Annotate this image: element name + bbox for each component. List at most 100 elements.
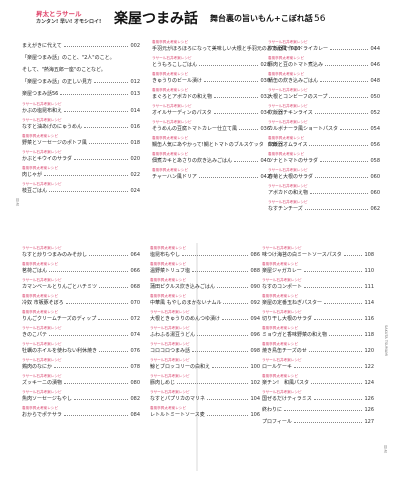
toc-entry[interactable]: 春風亭昇太考案レシピ ツナとトマトのサラダ 058 [268,152,380,168]
toc-entry-title: かぶとキウイのサラダ [22,156,73,162]
toc-entry[interactable]: ラサール石井考案レシピ 魚肉ソーセージもやし 082 [22,390,140,406]
toc-entry-page: 100 [250,364,260,370]
toc-entry-title: 温野菜トリュフ塩 [150,268,191,274]
toc-entry-title: 楽チン! 和風パスタ [262,380,310,386]
toc-entry[interactable]: 春風亭昇太考案レシピ 炊飯器オムライス 056 [268,136,380,152]
toc-entry[interactable]: ラサール石井考案レシピ 鯨とブロッコリーの白和え 100 [150,358,260,374]
toc-entry[interactable]: 春風亭昇太考案レシピ ミョウガと香味野菜の和え物 118 [262,326,374,342]
toc-leader [239,125,259,130]
toc-entry[interactable]: 「楽屋つまみ話」の正しい見方 012 [22,78,140,90]
toc-leader [284,406,363,411]
toc-entry[interactable]: 春風亭昇太考案レシピ 佃煮カキとあさりの炊き込みごはん 040 [152,152,270,168]
toc-entry[interactable]: ラサール石井考案レシピ オイルサーディンのパスタ 034 [152,104,270,120]
toc-entry-category: ラサール石井考案レシピ [22,358,62,362]
toc-entry-title: チャーハン風ドリア [152,174,197,180]
toc-entry[interactable]: 楽屋つまみ話56 013 [22,90,140,102]
toc-column-3: ラサール石井考案レシピ 炊飯器で作るドライカレー 044 春風亭昇太考案レシピ 豚肉と豆… [268,40,380,216]
toc-entry-category: ラサール石井考案レシピ [268,40,308,44]
toc-entry-page: 124 [364,380,374,386]
toc-entry[interactable]: ラサール石井考案レシピ ふわふる湯豆うどん 096 [150,326,260,342]
toc-entry[interactable]: 春風亭昇太考案レシピ りんごクリームチーズのディップ 072 [22,310,140,326]
toc-entry[interactable]: ラサール石井考案レシピ 豚肉しめじ 102 [150,374,260,390]
toc-entry[interactable]: 春風亭昇太考案レシピ 野菜とソーセージのポトフ風 018 [22,134,140,150]
toc-entry[interactable]: 春風亭昇太考案レシピ 蒲田ピクルス炊き込みごはん 090 [150,278,260,294]
toc-entry[interactable]: ラサール石井考案レシピ 切り干し大根のサラダ 116 [262,310,374,326]
toc-entry[interactable]: ラサール石井考案レシピ なすチンチーズ 062 [268,200,380,216]
toc-entry[interactable]: ラサール石井考案レシピ とうもろこしごはん 028 [152,56,270,72]
toc-entry-title: なすと油あげのにゅうめん [22,124,83,130]
toc-entry-category: ラサール石井考案レシピ [268,120,308,124]
toc-entry[interactable]: ラサール石井考案レシピ 大根ときゅうりのめんつゆ漬け 094 [150,310,260,326]
toc-entry[interactable]: ラサール石井考案レシピ 牡蠣のホイルを使わない利休焼き 076 [22,342,140,358]
toc-entry[interactable]: ラサール石井考案レシピ きのこパテ 074 [22,326,140,342]
toc-entry-title: 「楽屋つまみ話」のこと、"2人"のこと。 [22,55,115,61]
toc-entry[interactable]: ラサール石井考案レシピ 春菊と大根のサラダ 060 [268,168,380,184]
toc-entry[interactable]: ラサール石井考案レシピ かぶの塩昆布和え 014 [22,102,140,118]
toc-entry[interactable]: ラサール石井考案レシピ カルボナーラ風ショートパスタ 054 [268,120,380,136]
toc-entry[interactable]: プロフィール 127 [262,418,374,430]
toc-entry[interactable]: ラサール石井考案レシピ 炊飯器チキンライス 052 [268,104,380,120]
toc-entry[interactable]: ラサール石井考案レシピ 鶏肉のなにか 078 [22,358,140,374]
toc-entry[interactable]: ラサール石井考案レシピ そうめんの豆腐トマトカレー仕立て風 036 [152,120,270,136]
toc-entry[interactable]: 「楽屋つまみ話」のこと、"2人"のこと。 [22,54,140,66]
toc-entry[interactable]: 春風亭昇太考案レシピ おからでポテサラ 084 [22,406,140,422]
toc-entry[interactable]: ラサール石井考案レシピ なすのコンポート 111 [262,278,374,294]
toc-leader [311,379,363,384]
toc-entry[interactable]: 春風亭昇太考案レシピ まぐろとアボカドの和え物 032 [152,88,270,104]
toc-entry[interactable]: ラサール石井考案レシピ かぶとキウイのサラダ 020 [22,150,140,166]
toc-entry[interactable]: 春風亭昇太考案レシピ 冷奴 市販豚そぼろ 070 [22,294,140,310]
toc-leader [315,173,369,178]
toc-entry[interactable]: 春風亭昇太考案レシピ きゅうりのビール漬け 030 [152,72,270,88]
toc-entry-title: まえがきに代えて [22,43,62,49]
toc-entry[interactable]: ラサール石井考案レシピ なすとパプリカのマリネ 104 [150,390,260,406]
toc-entry[interactable]: ラサール石井考案レシピ 枝豆ごはん 024 [22,182,140,198]
toc-entry[interactable]: ラサール石井考案レシピ なすと炒りつまみのみそ炒し 064 [22,246,140,262]
page-subtitle: 舞台裏の旨いもん+こぼれ話 [210,14,313,23]
side-label-right: SAKUTA TSUMAMI [384,325,388,357]
toc-entry[interactable]: 春風亭昇太考案レシピ 中華風 もやしのまかないナムル 092 [150,294,260,310]
toc-entry-page: 080 [130,380,140,386]
toc-entry[interactable]: 春風亭昇太考案レシピ 茗荷ごはん 066 [22,262,140,278]
toc-entry[interactable]: 春風亭昇太考案レシピ チャーハン風ドリア 042 [152,168,270,184]
toc-entry[interactable]: 春風亭昇太考案レシピ 温野菜トリュフ塩 088 [150,262,260,278]
toc-entry[interactable]: 春風亭昇太考案レシピ 楽チン! 和風パスタ 124 [262,374,374,390]
toc-entry[interactable]: 春風亭昇太考案レシピ 塩昆布もやし 086 [150,246,260,262]
toc-entry-title: 塩昆布もやし [150,252,181,258]
toc-leader [65,299,129,304]
toc-entry[interactable]: ラサール石井考案レシピ 炊飯器で作るドライカレー 044 [268,40,380,56]
toc-entry[interactable]: ラサール石井考案レシピ アボカドの和え物 060 [268,184,380,200]
toc-entry[interactable]: 春風亭昇太考案レシピ 手羽元がほろほろになって美味しい大根と手羽元のおでん風 026 [152,40,300,56]
toc-entry-category: 春風亭昇太考案レシピ [152,168,188,172]
toc-entry[interactable]: ラサール石井考案レシピ 味つけ海苔の白ミートソースパスタ 108 [262,246,374,262]
toc-entry[interactable]: ラサール石井考案レシピ 国ぜるだけティラミス 126 [262,390,374,406]
toc-entry[interactable]: ラサール石井考案レシピ コロコロつまみ話 098 [150,342,260,358]
toc-entry-title: 楽屋の定番玉ねぎパスター [262,300,323,306]
toc-entry-title: とうもろこしごはん [152,62,198,68]
toc-column-6: ラサール石井考案レシピ 味つけ海苔の白ミートソースパスタ 108 春風亭昇太考案レシピ… [262,246,374,430]
toc-entry-title: 鯨とブロッコリーの白和え [150,364,211,370]
toc-entry[interactable]: 春風亭昇太考案レシピ レトルトミートソース麦 106 [150,406,260,422]
toc-entry-page: 072 [130,316,140,322]
toc-entry-title: 春菊と大根のサラダ [268,174,314,180]
toc-entry[interactable]: ラサール石井考案レシピ カマンベールとりんごとハチミツ 068 [22,278,140,294]
toc-entry[interactable]: 春風亭昇太考案レシピ 鯛缶人気にあやかって!鯛とトマトのブルスケッタ 038 [152,136,277,152]
toc-entry-page: 024 [130,188,140,194]
toc-entry[interactable]: 春風亭昇太考案レシピ 豚肉と豆のトマト煮込み 046 [268,56,380,72]
toc-entry-title: ズッキーニの漬物 [22,380,63,386]
toc-entry[interactable]: 春風亭昇太考案レシピ 焼き鳥缶チーズのせ 120 [262,342,374,358]
toc-entry[interactable]: 春風亭昇太考案レシピ 鯖缶の炊き込みごはん 048 [268,72,380,88]
toc-entry[interactable]: そして、"熱海五郎一座"のことなど。 [22,66,140,78]
toc-entry[interactable]: ラサール石井考案レシピ 大根とコンビーフのスープ 050 [268,88,380,104]
toc-entry[interactable]: ラサール石井考案レシピ なすと油あげのにゅうめん 016 [22,118,140,134]
toc-entry[interactable]: まえがきに代えて 002 [22,42,140,54]
toc-entry[interactable]: 春風亭昇太考案レシピ 楽屋の定番玉ねぎパスター 114 [262,294,374,310]
toc-entry-category: 春風亭昇太考案レシピ [262,294,298,298]
toc-entry[interactable]: ラサール石井考案レシピ ズッキーニの漬物 080 [22,374,140,390]
toc-leader [192,267,249,272]
toc-entry[interactable]: 終わりに 126 [262,406,374,418]
toc-leader [204,77,259,82]
toc-entry[interactable]: ラサール石井考案レシピ ロールケーキ 122 [262,358,374,374]
toc-entry[interactable]: 春風亭昇太考案レシピ 肉じゃが 022 [22,166,140,182]
toc-entry-title: 炊飯器チキンライス [268,110,313,116]
toc-entry[interactable]: 春風亭昇太考案レシピ 楽屋ジャガカレー 110 [262,262,374,278]
